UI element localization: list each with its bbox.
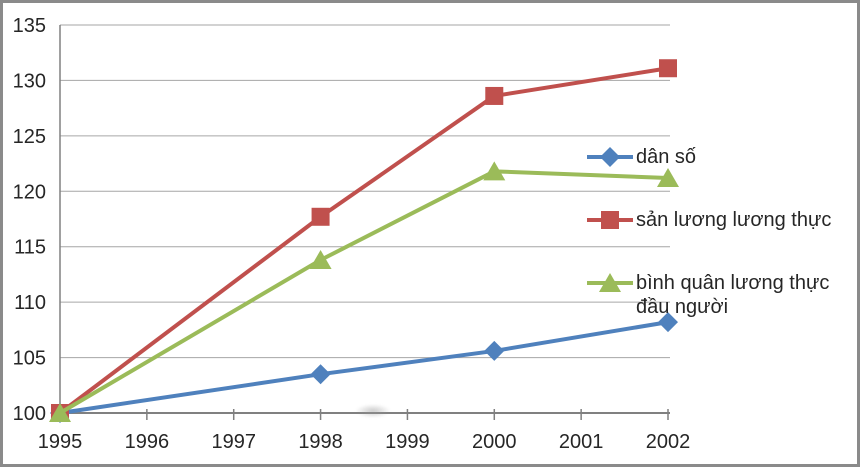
y-tick-label-115: 115 [14, 237, 46, 259]
marker-dan-so-2000 [484, 340, 505, 361]
x-tick-label-1998: 1998 [298, 431, 343, 453]
marker-binh-quan-luong-thuc-dau-nguoi-2000 [483, 161, 506, 181]
y-tick-label-105: 105 [13, 348, 46, 370]
y-tick-label-110: 110 [14, 292, 46, 314]
smudge-artifact [355, 404, 391, 418]
x-tick-label-1996: 1996 [125, 431, 170, 453]
marker-san-luong-luong-thuc-2002 [659, 59, 677, 78]
marker-dan-so-2002 [658, 312, 678, 333]
y-tick-label-125: 125 [13, 126, 46, 148]
marker-san-luong-luong-thuc-1998 [311, 207, 330, 226]
x-tick-label-2001: 2001 [559, 431, 604, 453]
y-tick-label-135: 135 [13, 15, 46, 37]
x-tick-label-2000: 2000 [472, 431, 517, 453]
series-line-dan-so [59, 320, 669, 415]
x-tick-label-2002: 2002 [646, 431, 691, 453]
marker-dan-so-1998 [310, 364, 331, 385]
marker-binh-quan-luong-thuc-dau-nguoi-1995 [49, 403, 71, 422]
x-tick-label-1997: 1997 [211, 431, 256, 453]
marker-binh-quan-luong-thuc-dau-nguoi-1998 [309, 250, 332, 270]
y-tick-label-130: 130 [13, 70, 46, 92]
marker-san-luong-luong-thuc-2000 [485, 86, 504, 105]
series-line-san-luong-luong-thuc [58, 66, 669, 415]
x-tick-label-1995: 1995 [38, 431, 83, 453]
y-tick-label-100: 100 [13, 403, 46, 425]
marker-binh-quan-luong-thuc-dau-nguoi-2002 [657, 167, 679, 187]
x-tick-label-1999: 1999 [385, 431, 430, 453]
y-tick-label-120: 120 [13, 181, 46, 203]
series-line-binh-quan-luong-thuc-dau-nguoi [58, 169, 669, 415]
